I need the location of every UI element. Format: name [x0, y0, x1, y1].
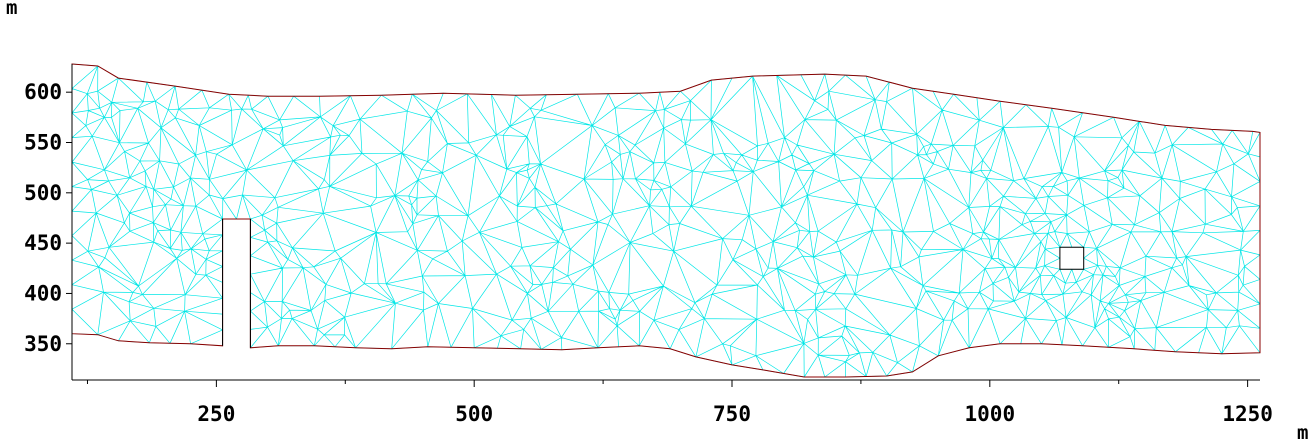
axes: 250 500 750 1000 1250 350 400 450 500 550 600: [24, 64, 1273, 426]
x-axis-unit-label: m: [1297, 422, 1308, 440]
x-tick-label: 250: [197, 402, 235, 426]
boundary-layer: [71, 63, 1261, 378]
x-tick-label: 1000: [965, 402, 1016, 426]
y-tick-label: 550: [24, 130, 62, 154]
y-tick-label: 500: [24, 181, 62, 205]
x-tick-label: 1250: [1222, 402, 1273, 426]
y-axis-unit-label: m: [6, 0, 17, 19]
y-tick-label: 350: [24, 332, 62, 356]
y-tick-label: 600: [24, 80, 62, 104]
y-tick-label: 400: [24, 281, 62, 305]
outer-boundary: [71, 63, 1261, 378]
hole-1: [1059, 246, 1085, 270]
x-tick-label: 750: [713, 402, 751, 426]
y-tick-label: 450: [24, 231, 62, 255]
x-tick-label: 500: [455, 402, 493, 426]
